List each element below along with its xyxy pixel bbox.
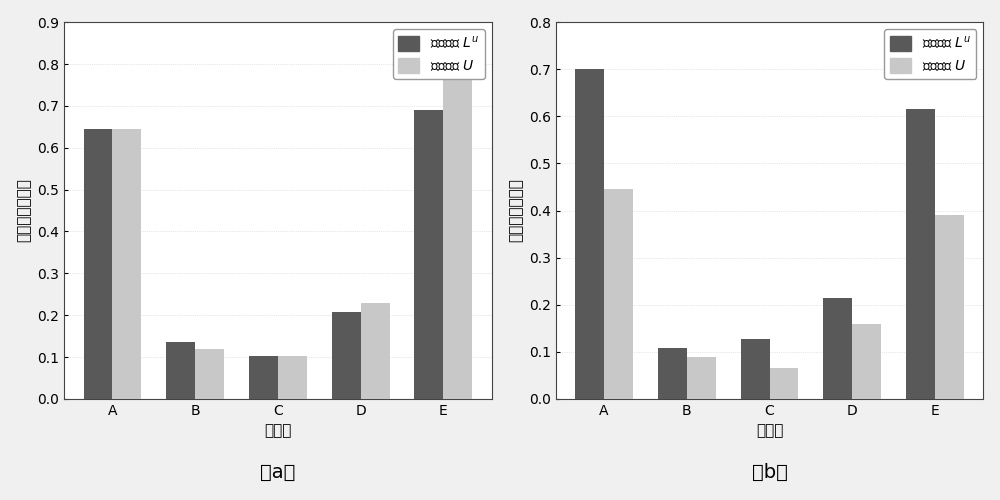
Bar xyxy=(84,129,112,399)
Bar xyxy=(332,312,361,399)
Bar xyxy=(414,110,443,399)
Text: （a）: （a） xyxy=(260,463,296,482)
Bar xyxy=(741,338,770,399)
Bar xyxy=(770,368,798,399)
Bar xyxy=(658,348,687,399)
Y-axis label: 流量（标准化）: 流量（标准化） xyxy=(17,178,32,242)
X-axis label: 检查点: 检查点 xyxy=(264,424,292,438)
Bar xyxy=(852,324,881,399)
Bar xyxy=(361,302,390,399)
Bar xyxy=(112,129,141,399)
Bar xyxy=(575,70,604,399)
Bar xyxy=(935,215,964,399)
Bar xyxy=(249,356,278,399)
Bar xyxy=(687,356,716,399)
Bar xyxy=(278,356,307,399)
Bar xyxy=(906,110,935,399)
Legend: 观测流量 $L^u$, 分配流量 $U$: 观测流量 $L^u$, 分配流量 $U$ xyxy=(393,29,485,78)
X-axis label: 检查点: 检查点 xyxy=(756,424,783,438)
Bar xyxy=(443,64,472,399)
Bar xyxy=(604,190,633,399)
Bar xyxy=(195,350,224,399)
Bar xyxy=(166,342,195,399)
Y-axis label: 流量（标准化）: 流量（标准化） xyxy=(508,178,523,242)
Bar xyxy=(823,298,852,399)
Legend: 观测流量 $L^u$, 分配流量 $U$: 观测流量 $L^u$, 分配流量 $U$ xyxy=(884,29,976,78)
Text: （b）: （b） xyxy=(752,463,787,482)
